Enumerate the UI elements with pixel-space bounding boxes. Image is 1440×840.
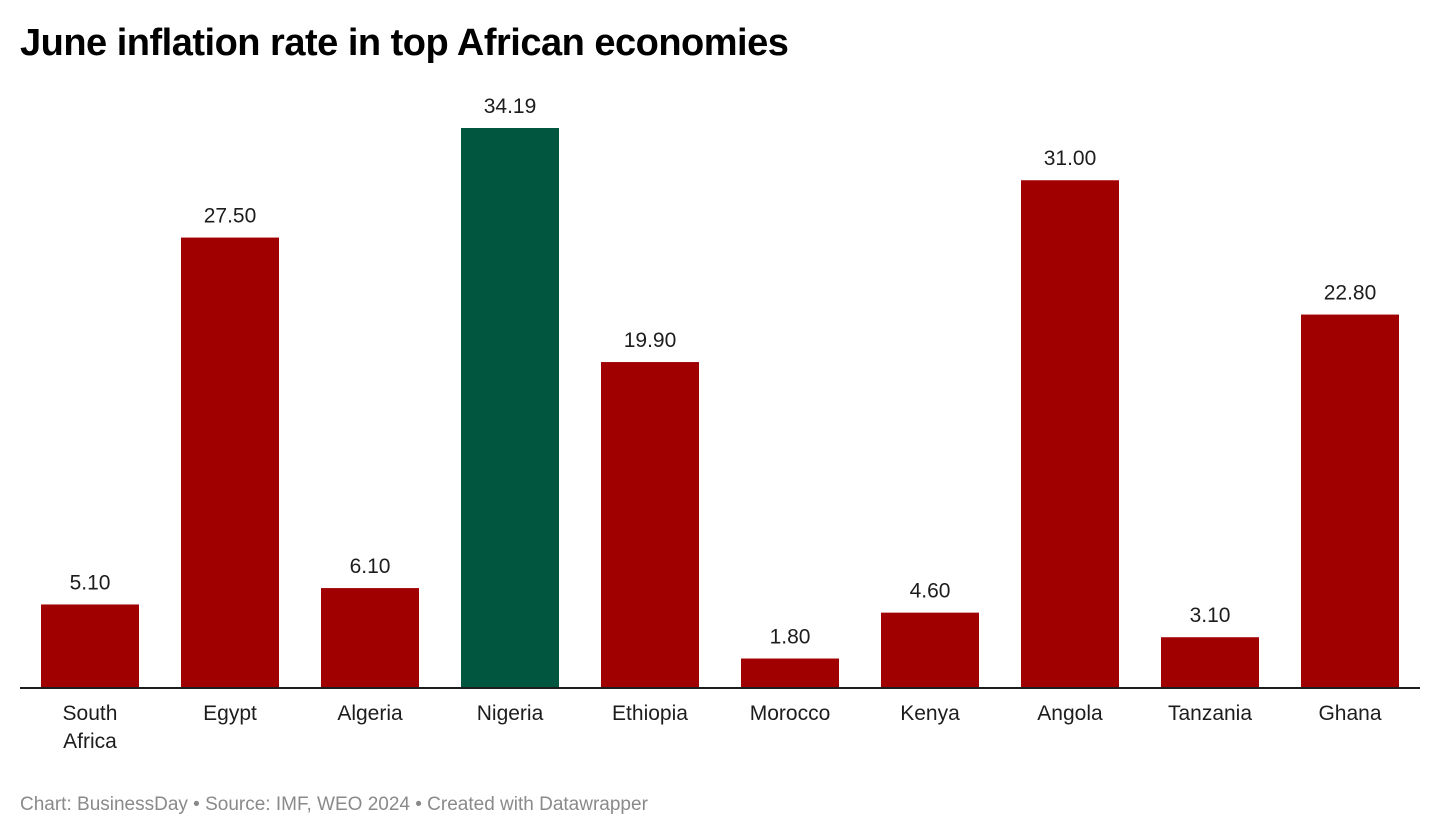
value-label: 27.50: [204, 205, 257, 228]
bar-chart: 5.10 South Africa 27.50 Egypt 6.10 Algeria 34.1…: [20, 95, 1420, 753]
value-label: 19.90: [624, 329, 677, 352]
value-label: 3.10: [1190, 604, 1231, 627]
bar-egypt: [181, 237, 279, 688]
value-label: 4.60: [910, 580, 951, 603]
category-label: Morocco: [750, 702, 831, 725]
value-label: 5.10: [70, 571, 111, 594]
bar-south-africa: [41, 604, 139, 688]
bar-ghana: [1301, 314, 1399, 688]
value-label: 34.19: [484, 95, 537, 118]
category-label: Tanzania: [1168, 702, 1252, 725]
category-label: South Africa: [63, 702, 118, 753]
bar-morocco: [741, 658, 839, 688]
bar-ethiopia: [601, 362, 699, 688]
bar-kenya: [881, 612, 979, 688]
chart-footer: Chart: BusinessDay • Source: IMF, WEO 20…: [20, 794, 648, 815]
value-label: 1.80: [770, 626, 811, 649]
category-label: Ghana: [1318, 702, 1381, 725]
bar-algeria: [321, 588, 419, 688]
category-label: Egypt: [203, 702, 257, 725]
value-label: 31.00: [1044, 147, 1097, 170]
category-label: Angola: [1037, 702, 1103, 725]
bar-angola: [1021, 180, 1119, 688]
category-label: Algeria: [337, 702, 403, 725]
value-label: 22.80: [1324, 282, 1377, 305]
bar-tanzania: [1161, 637, 1259, 688]
chart-title: June inflation rate in top African econo…: [20, 22, 789, 64]
category-label: Kenya: [900, 702, 960, 725]
bar-nigeria: [461, 128, 559, 688]
value-label: 6.10: [350, 555, 391, 578]
category-label: Nigeria: [477, 702, 544, 725]
category-label: Ethiopia: [612, 702, 688, 725]
